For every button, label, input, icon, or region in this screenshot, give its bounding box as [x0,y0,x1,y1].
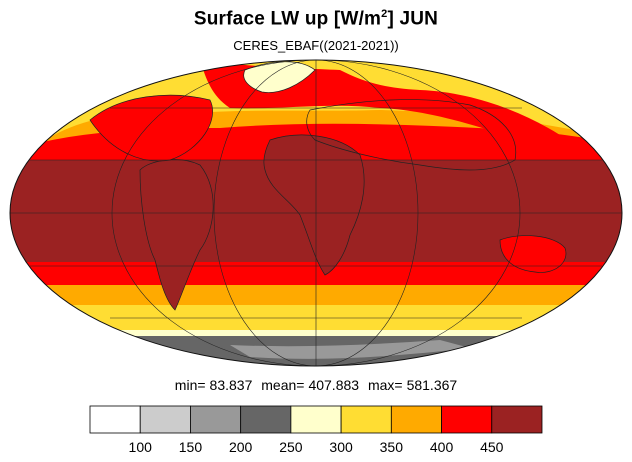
max-value: 581.367 [406,377,458,393]
colorbar-tick-label: 200 [229,439,253,455]
greenland [243,61,316,93]
zone-antarctica-interior [230,340,470,359]
graticule [10,60,622,366]
colorbar-tick-label: 450 [480,439,504,455]
min-value: 83.837 [209,377,253,393]
title-tail: ] JUN [387,8,439,30]
continent-eurasia [306,99,517,171]
continent-north-america [89,94,213,162]
continent-africa [263,134,365,276]
map-border [9,59,623,367]
title-superscript: 2 [381,8,388,20]
mollweide-map [9,59,623,367]
colorbar-tick-label: 100 [129,439,153,455]
colorbar-swatch [491,405,543,434]
colorbar-swatch [390,405,442,434]
colorbar-swatch [340,405,392,434]
mean-value: 407.883 [308,377,360,393]
colorbar-swatch [89,405,141,434]
statistics-line: min= 83.837 mean= 407.883 max= 581.367 [0,377,632,393]
colorbar-tick-label: 150 [179,439,203,455]
continent-australia [499,235,567,273]
title-main: Surface LW up [W/m [193,8,382,30]
chart-subtitle: CERES_EBAF((2021-2021)) [233,38,399,53]
min-label: min= [174,377,206,393]
colorbar-tick-label: 350 [380,439,404,455]
mean-label: mean= [261,377,305,393]
chart-title: Surface LW up [W/m2] JUN [0,8,632,30]
meridian-ellipse [111,60,521,366]
colorbar-swatch [240,405,292,434]
continent-south-america [139,159,214,311]
meridian-ellipse [213,60,419,366]
colorbar-swatch [290,405,342,434]
colorbar-tick-label: 400 [430,439,454,455]
colorbar-swatch [441,405,493,434]
max-label: max= [367,377,403,393]
colorbar-tick-label: 250 [279,439,303,455]
colorbar-swatch [139,405,191,434]
colorbar-tick-label: 300 [329,439,353,455]
colorbar-swatch [190,405,242,434]
